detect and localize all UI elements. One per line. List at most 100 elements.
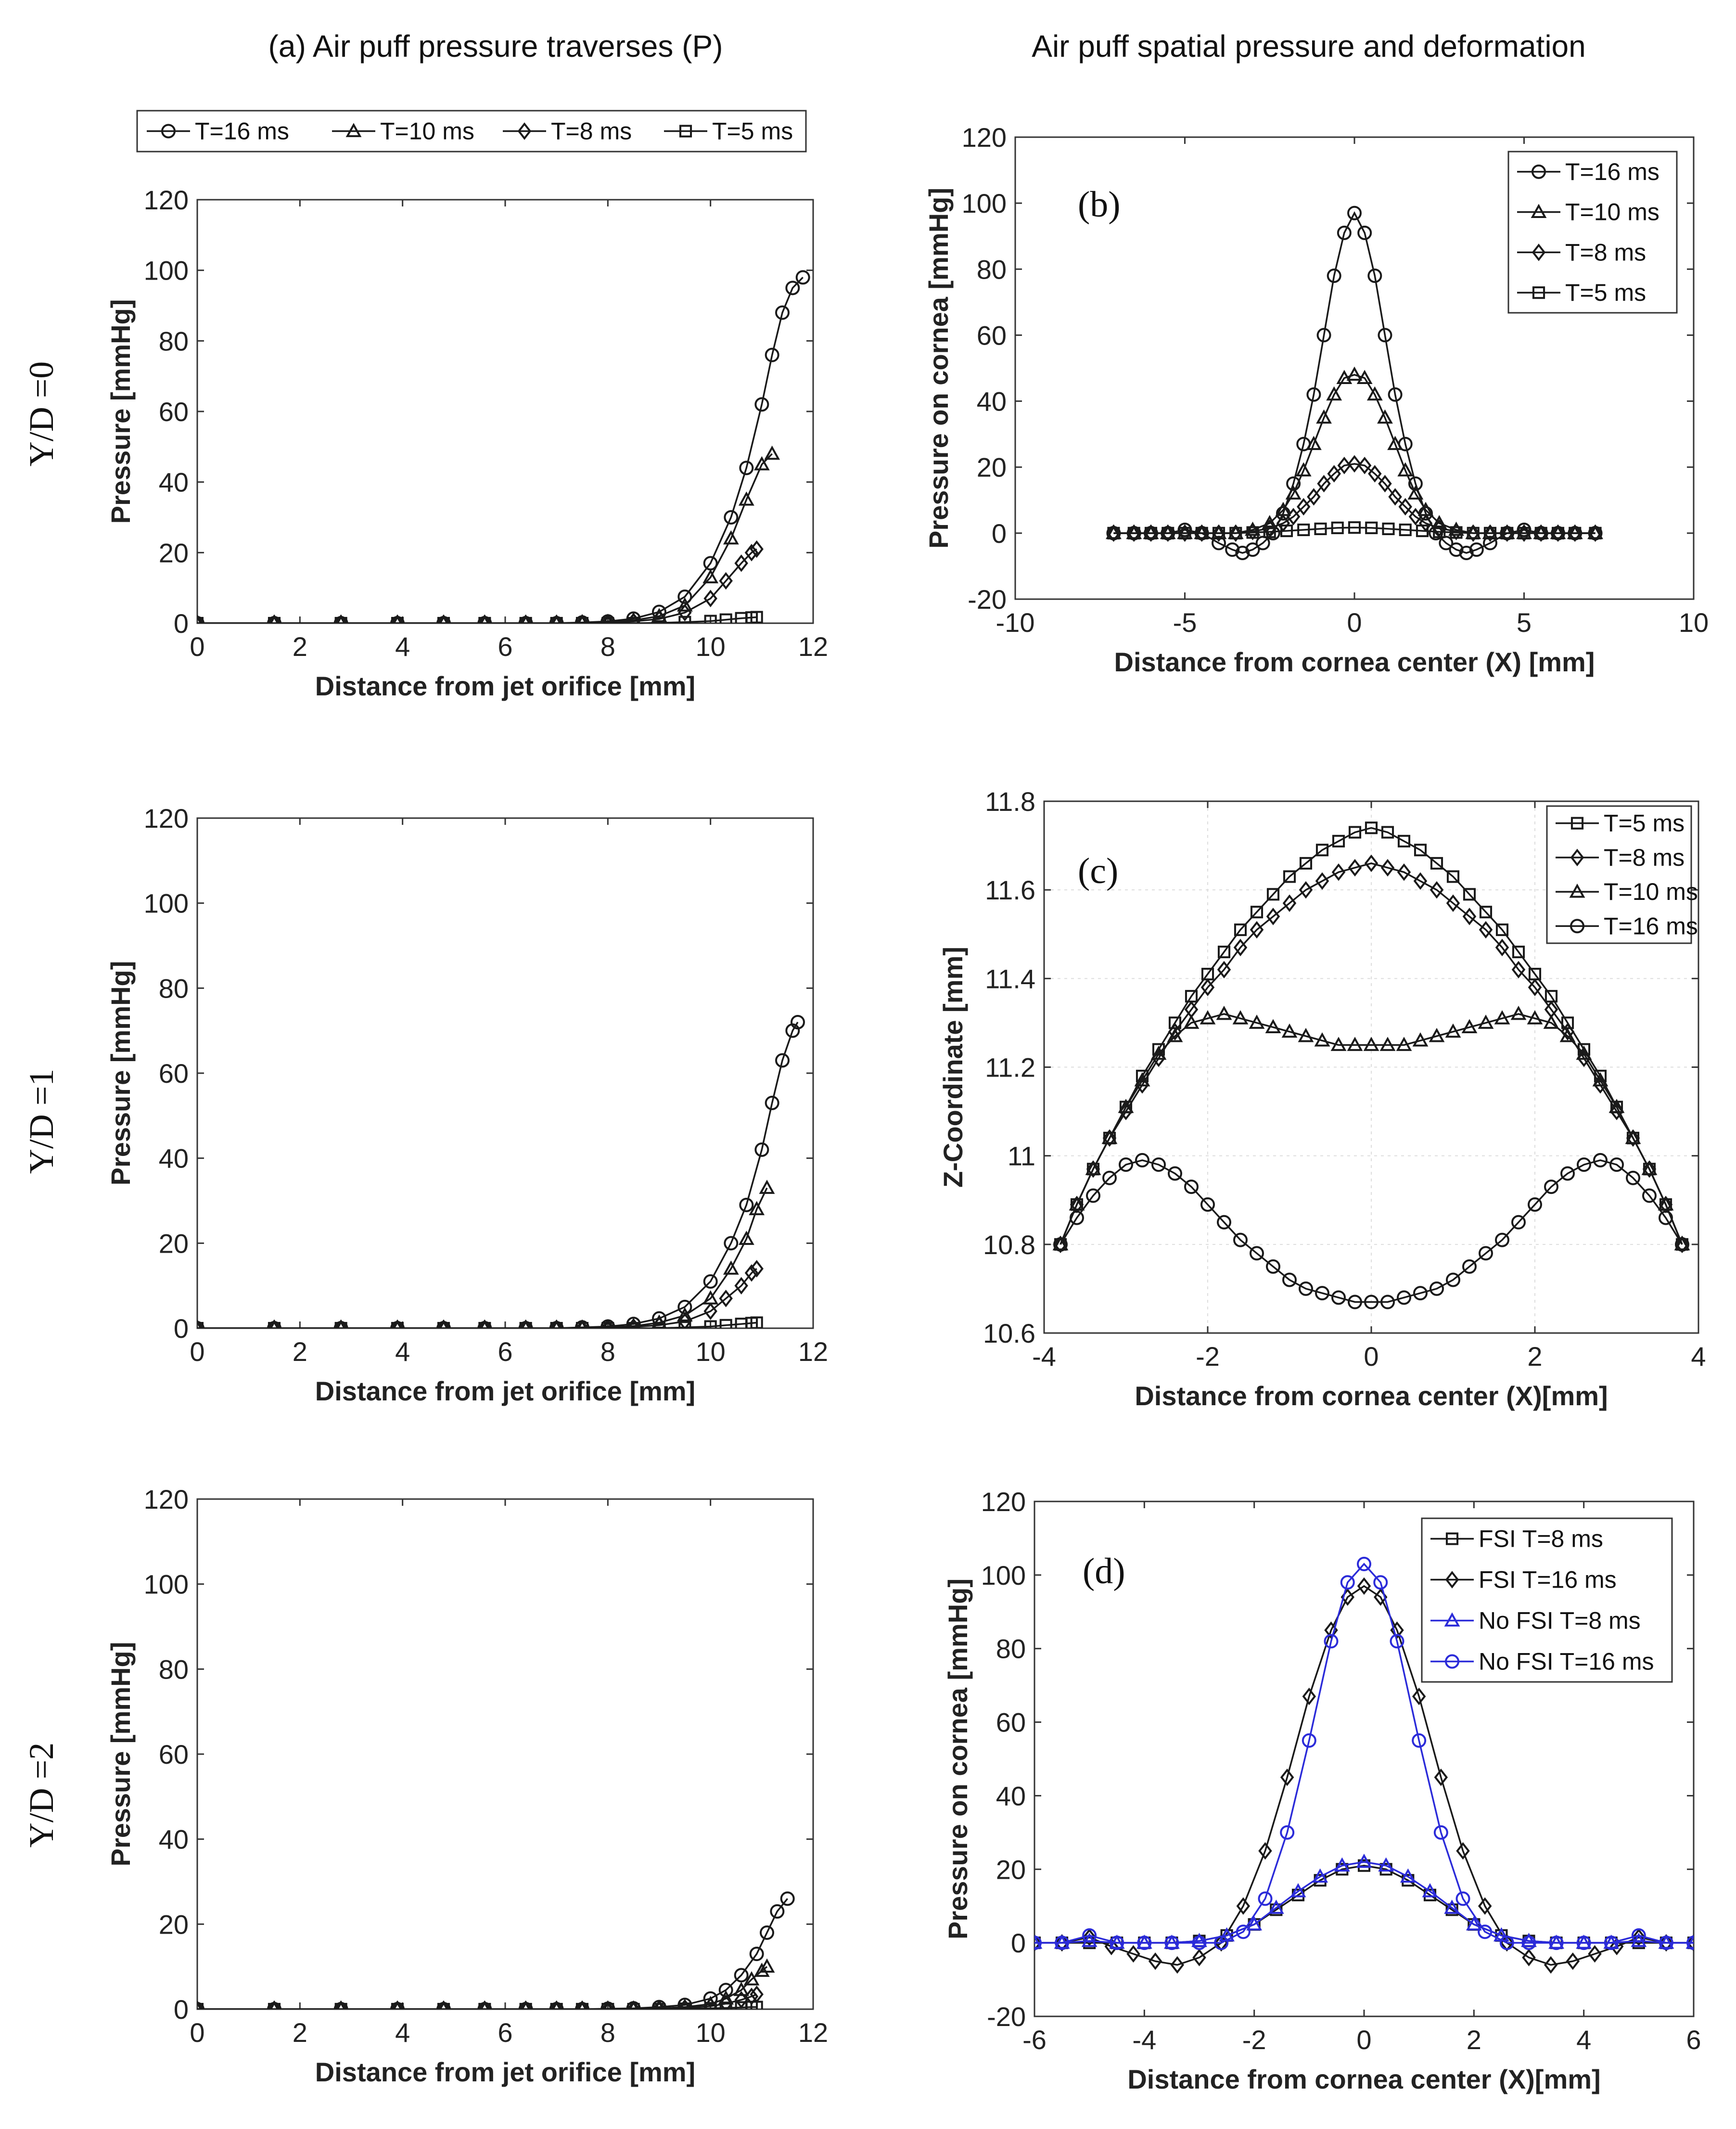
chart-a1-point-1 (627, 1318, 639, 1328)
chart-a0-ytick-label: 120 (144, 185, 189, 215)
chart-a1-point-3 (334, 1321, 347, 1328)
chart-b-point-0 (1469, 542, 1484, 557)
chart-a0-legend-swatch-marker (161, 124, 176, 139)
chart-b-point-1 (1397, 462, 1414, 476)
chart-a0-point-0 (775, 305, 790, 320)
chart-b-point-2 (1127, 524, 1141, 542)
chart-b-point-2 (1534, 524, 1548, 542)
chart-a2-point-0 (770, 1904, 785, 1919)
chart-c-point-2 (1445, 1023, 1461, 1038)
chart-a0-point-2 (626, 613, 640, 623)
chart-c-point-2 (1576, 1045, 1592, 1060)
chart-c-series-line-1 (1059, 862, 1683, 1245)
chart-a1-point-3 (197, 1321, 204, 1328)
chart-d-point-1 (1148, 1952, 1162, 1970)
chart-a1-ytick-label: 120 (144, 803, 189, 834)
chart-b-point-2 (1483, 524, 1497, 542)
chart-c-point-2 (1658, 1196, 1674, 1211)
chart-a0-point-0 (724, 510, 739, 525)
chart-c-y-axis-label: Z-Coordinate [mm] (938, 947, 968, 1188)
chart-a0-point-3 (601, 616, 614, 623)
chart-d-point-1 (1280, 1769, 1294, 1786)
chart-a0-xtick-label: 0 (190, 631, 204, 662)
chart-d-point-1 (1302, 1687, 1316, 1706)
chart-c-point-3 (1577, 1157, 1591, 1172)
chart-d-point-1 (1126, 1945, 1140, 1963)
chart-a1-ytick-label: 40 (159, 1143, 189, 1174)
chart-b-series-line-0 (1113, 211, 1596, 554)
chart-b-point-1 (1316, 409, 1332, 424)
chart-b-ytick-label: -20 (968, 584, 1007, 615)
chart-a1-point-3 (519, 1321, 532, 1328)
chart-b-point-3 (1212, 526, 1225, 539)
chart-b-point-3 (1483, 526, 1497, 539)
chart-a2-point-3 (391, 2002, 404, 2009)
chart-b-point-3 (1399, 523, 1412, 537)
chart-d-point-3 (1478, 1924, 1493, 1939)
chart-c-point-2 (1543, 1014, 1559, 1029)
chart-d-series-group (1034, 1556, 1694, 1974)
chart-d-legend-label: No FSI T=8 ms (1479, 1607, 1641, 1634)
row-label-yd2: Y/D =2 (22, 1743, 61, 1848)
chart-d-point-3 (1258, 1891, 1273, 1906)
chart-a1-point-3 (704, 1320, 717, 1328)
chart-b-point-0 (1245, 542, 1260, 557)
chart-c-panel-annotation: (c) (1078, 851, 1118, 891)
chart-a0-legend-label: T=5 ms (712, 118, 793, 145)
chart-c-point-3 (1642, 1188, 1657, 1203)
chart-b-point-2 (1357, 457, 1372, 475)
chart-a1-point-0 (754, 1142, 769, 1157)
chart-b-legend-swatch-marker (1531, 204, 1547, 218)
chart-c-point-0 (1365, 821, 1378, 834)
chart-a1-point-2 (436, 1319, 451, 1328)
chart-c-point-1 (1380, 859, 1395, 877)
chart-d-point-1 (1478, 1897, 1492, 1915)
chart-b-xtick-label: -5 (1173, 607, 1197, 638)
chart-b-point-3 (1589, 526, 1602, 539)
chart-a1-point-1 (602, 1319, 613, 1328)
chart-c-point-1 (1462, 908, 1477, 925)
chart-d-ytick-label: 0 (1011, 1928, 1026, 1958)
chart-b-point-0 (1378, 328, 1392, 343)
chart-a1-ytick-label: 100 (144, 888, 189, 919)
chart-a0-series-line-0 (197, 277, 804, 623)
chart-c-point-1 (1430, 881, 1444, 899)
chart-a2-point-2 (334, 2000, 348, 2009)
chart-c-point-0 (1217, 946, 1231, 959)
chart-d-point-1 (1522, 1949, 1536, 1966)
chart-a0-ytick-label: 20 (159, 538, 189, 568)
chart-c-point-2 (1527, 1010, 1543, 1025)
chart-d-point-3 (1357, 1556, 1371, 1571)
chart-d-point-3 (1110, 1936, 1124, 1950)
chart-b-point-1 (1295, 462, 1312, 476)
chart-c-point-2 (1494, 1010, 1510, 1025)
chart-c-point-1 (1528, 978, 1542, 996)
chart-a1-ytick-label: 60 (159, 1058, 189, 1089)
chart-a1-ytick-label: 0 (174, 1313, 189, 1344)
chart-c-point-3 (1168, 1166, 1182, 1181)
chart-a2-ytick-label: 20 (159, 1909, 189, 1939)
chart-c-point-2 (1412, 1032, 1429, 1047)
chart-a0-point-3 (391, 616, 404, 623)
chart-a1-point-2 (334, 1319, 348, 1328)
chart-a2-xtick-label: 8 (600, 2017, 615, 2048)
chart-d-y-axis-label: Pressure on cornea [mmHg] (943, 1578, 973, 1939)
chart-b-point-0 (1306, 387, 1321, 402)
chart-b-point-3 (1501, 526, 1514, 539)
chart-b-point-2 (1378, 475, 1392, 493)
chart-c-ytick-label: 11.8 (985, 786, 1035, 817)
chart-c-point-2 (1101, 1129, 1118, 1144)
chart-d-point-3 (1055, 1936, 1070, 1950)
chart-a1-point-3 (719, 1319, 732, 1328)
chart-c-point-2 (1592, 1072, 1608, 1087)
chart-d-ytick-label: -20 (987, 2001, 1026, 2032)
chart-a1-ytick-label: 20 (159, 1228, 189, 1258)
chart-a2-point-3 (478, 2002, 491, 2009)
chart-a1-point-3 (652, 1321, 666, 1328)
chart-a1-point-3 (750, 1316, 763, 1328)
chart-b-point-1 (1326, 386, 1342, 401)
chart-c-point-0 (1315, 844, 1329, 857)
chart-b-ytick-label: 0 (992, 518, 1007, 549)
chart-c-point-1 (1331, 863, 1346, 881)
